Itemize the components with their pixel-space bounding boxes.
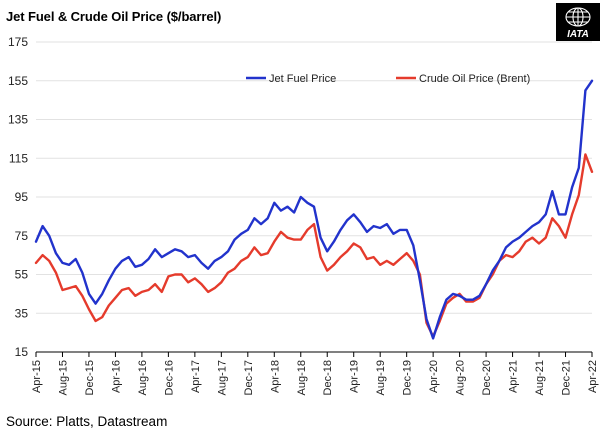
x-tick-label: Dec-20 <box>481 360 493 395</box>
source-note: Source: Platts, Datastream <box>6 414 168 429</box>
x-tick-label: Apr-22 <box>587 360 599 393</box>
y-axis: 15 35 55 75 95 115 135 155 175 <box>8 35 28 359</box>
y-tick-label: 175 <box>8 35 28 49</box>
x-tick-label: Dec-21 <box>561 360 573 395</box>
x-tick-label: Apr-21 <box>508 360 520 393</box>
x-tick-label: Dec-18 <box>322 360 334 395</box>
x-tick-label: Apr-16 <box>110 360 122 393</box>
x-tick-label: Aug-20 <box>455 360 467 395</box>
x-axis: Apr-15 Aug-15 Dec-15 Apr-16 Aug-16 Dec-16 Apr-… <box>31 351 599 395</box>
globe-icon <box>565 7 591 27</box>
x-tick-label: Dec-15 <box>84 360 96 395</box>
y-tick-label: 35 <box>15 306 29 320</box>
x-tick-label: Dec-17 <box>243 360 255 395</box>
x-tick-label: Apr-15 <box>31 360 43 393</box>
x-tick-label: Aug-17 <box>216 360 228 395</box>
chart-title: Jet Fuel & Crude Oil Price ($/barrel) <box>6 9 222 24</box>
x-tick-label: Dec-19 <box>402 360 414 395</box>
logo-text: IATA <box>567 29 589 40</box>
x-tick-label: Aug-15 <box>57 360 69 395</box>
y-tick-label: 95 <box>15 190 29 204</box>
x-tick-label: Apr-19 <box>349 360 361 393</box>
x-tick-label: Apr-20 <box>428 360 440 393</box>
x-tick-label: Apr-18 <box>269 360 281 393</box>
x-tick-label: Aug-18 <box>296 360 308 395</box>
x-tick-label: Dec-16 <box>163 360 175 395</box>
legend-label: Jet Fuel Price <box>269 73 336 85</box>
grid-lines <box>36 41 592 353</box>
y-tick-label: 15 <box>15 345 29 359</box>
x-tick-label: Apr-17 <box>190 360 202 393</box>
series-lines <box>34 79 594 340</box>
series-line-0 <box>34 79 594 340</box>
y-tick-label: 155 <box>8 74 28 88</box>
y-tick-label: 55 <box>15 268 29 282</box>
y-tick-label: 115 <box>9 151 28 165</box>
x-tick-label: Aug-16 <box>137 360 149 395</box>
legend-label: Crude Oil Price (Brent) <box>419 73 530 85</box>
y-tick-label: 75 <box>15 229 29 243</box>
x-tick-label: Aug-19 <box>375 360 387 395</box>
legend: Jet Fuel Price Crude Oil Price (Brent) <box>246 73 530 85</box>
y-tick-label: 135 <box>8 113 28 127</box>
iata-globe-logo-icon: IATA <box>556 3 600 41</box>
x-tick-label: Aug-21 <box>534 360 546 395</box>
